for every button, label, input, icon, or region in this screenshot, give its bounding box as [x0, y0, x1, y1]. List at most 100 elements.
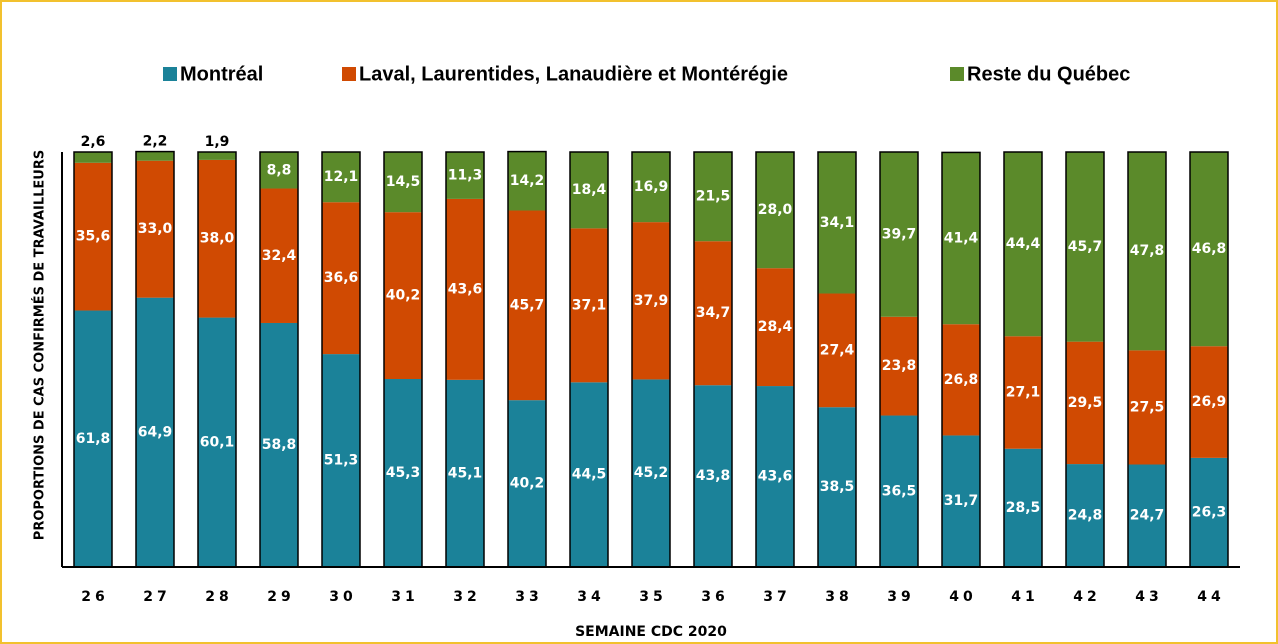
- x-tick-label: 27: [143, 589, 170, 605]
- data-label: 27,4: [820, 342, 855, 358]
- data-label: 40,2: [510, 476, 545, 492]
- bar-segment: [694, 241, 732, 386]
- legend-swatch: [950, 67, 964, 81]
- data-label: 38,5: [820, 479, 855, 495]
- data-label: 45,7: [1068, 239, 1103, 255]
- x-tick-label: 35: [639, 589, 666, 605]
- bar-segment: [632, 222, 670, 380]
- data-label: 21,5: [696, 189, 731, 205]
- data-label: 14,5: [386, 174, 421, 190]
- data-label: 45,1: [448, 465, 483, 481]
- bar-segment: [384, 379, 422, 567]
- data-label: 51,3: [324, 453, 359, 469]
- data-label: 61,8: [76, 431, 111, 447]
- data-label: 32,4: [262, 248, 297, 264]
- data-label: 27,1: [1006, 384, 1041, 400]
- bar-segment: [136, 160, 174, 298]
- data-label: 34,7: [696, 305, 731, 321]
- bar-segment: [74, 310, 112, 567]
- data-label: 36,5: [882, 483, 917, 499]
- bar-segment: [818, 152, 856, 294]
- data-label: 26,3: [1192, 504, 1227, 520]
- x-tick-label: 28: [205, 589, 232, 605]
- bar-segment: [1128, 464, 1166, 567]
- data-label: 34,1: [820, 215, 855, 231]
- data-label: 40,2: [386, 288, 421, 304]
- data-label: 44,4: [1006, 236, 1041, 252]
- bar-segment: [818, 293, 856, 408]
- bar-segment: [1190, 346, 1228, 458]
- bar-segment: [756, 152, 794, 269]
- data-label: 23,8: [882, 358, 917, 374]
- bar-segment: [1004, 152, 1042, 337]
- data-label: 14,2: [510, 173, 545, 189]
- data-label: 47,8: [1130, 243, 1165, 259]
- bar-segment: [880, 316, 918, 416]
- data-label: 8,8: [267, 162, 292, 178]
- x-tick-label: 40: [949, 589, 976, 605]
- data-label: 11,3: [448, 167, 483, 183]
- x-tick-label: 44: [1197, 589, 1224, 605]
- x-tick-label: 41: [1011, 589, 1038, 605]
- x-tick-label: 43: [1135, 589, 1162, 605]
- bar-segment: [570, 228, 608, 383]
- bar-segment: [136, 151, 174, 161]
- bar-segment: [1190, 457, 1228, 567]
- data-label: 45,3: [386, 465, 421, 481]
- x-tick-label: 33: [515, 589, 542, 605]
- bar-segment: [1128, 152, 1166, 351]
- data-label: 16,9: [634, 179, 669, 195]
- legend-label: Laval, Laurentides, Lanaudière et Montér…: [359, 63, 788, 85]
- bar-segment: [260, 188, 298, 323]
- data-label: 33,0: [138, 221, 173, 237]
- bar-segment: [446, 379, 484, 567]
- data-label: 26,8: [944, 372, 979, 388]
- data-label: 26,9: [1192, 394, 1227, 410]
- bar-segment: [1066, 152, 1104, 342]
- bar-segment: [446, 198, 484, 380]
- x-tick-label: 26: [81, 589, 108, 605]
- bar-segment: [942, 152, 980, 325]
- data-label: 28,4: [758, 319, 793, 335]
- bar-segment: [880, 152, 918, 317]
- bar-segment: [508, 210, 546, 401]
- x-tick-label: 37: [763, 589, 790, 605]
- bar-segment: [260, 322, 298, 567]
- bar-segment: [136, 297, 174, 567]
- x-tick-label: 32: [453, 589, 480, 605]
- x-tick-label: 42: [1073, 589, 1100, 605]
- bar-segment: [694, 152, 732, 242]
- y-axis-title: PROPORTIONS DE CAS CONFIRMÉS DE TRAVAILL…: [32, 150, 48, 540]
- bar-segment: [632, 379, 670, 567]
- data-label: 43,6: [448, 281, 483, 297]
- data-label: 24,7: [1130, 508, 1165, 524]
- bar-segment: [942, 324, 980, 436]
- bar-segment: [1190, 152, 1228, 347]
- bar-segment: [1004, 336, 1042, 449]
- x-tick-label: 36: [701, 589, 728, 605]
- bar-segment: [880, 415, 918, 567]
- data-label: 31,7: [944, 493, 979, 509]
- bar-segment: [570, 382, 608, 567]
- data-label: 24,8: [1068, 508, 1103, 524]
- data-label: 37,1: [572, 297, 607, 313]
- bar-segment: [818, 407, 856, 567]
- data-label: 64,9: [138, 424, 173, 440]
- data-label: 12,1: [324, 169, 359, 185]
- bar-segment: [756, 386, 794, 567]
- x-tick-label: 30: [329, 589, 356, 605]
- data-label: 45,2: [634, 465, 669, 481]
- data-label: 43,8: [696, 468, 731, 484]
- legend-swatch: [163, 67, 177, 81]
- bar-segment: [198, 152, 236, 160]
- bar-segment: [446, 152, 484, 199]
- data-label: 29,5: [1068, 395, 1103, 411]
- x-tick-label: 31: [391, 589, 418, 605]
- x-tick-label: 38: [825, 589, 852, 605]
- bar-segment: [384, 152, 422, 213]
- data-label: 45,7: [510, 297, 545, 313]
- data-label: 38,0: [200, 231, 235, 247]
- data-label: 1,9: [205, 134, 230, 150]
- bar-segment: [1066, 341, 1104, 465]
- bar-segment: [198, 317, 236, 567]
